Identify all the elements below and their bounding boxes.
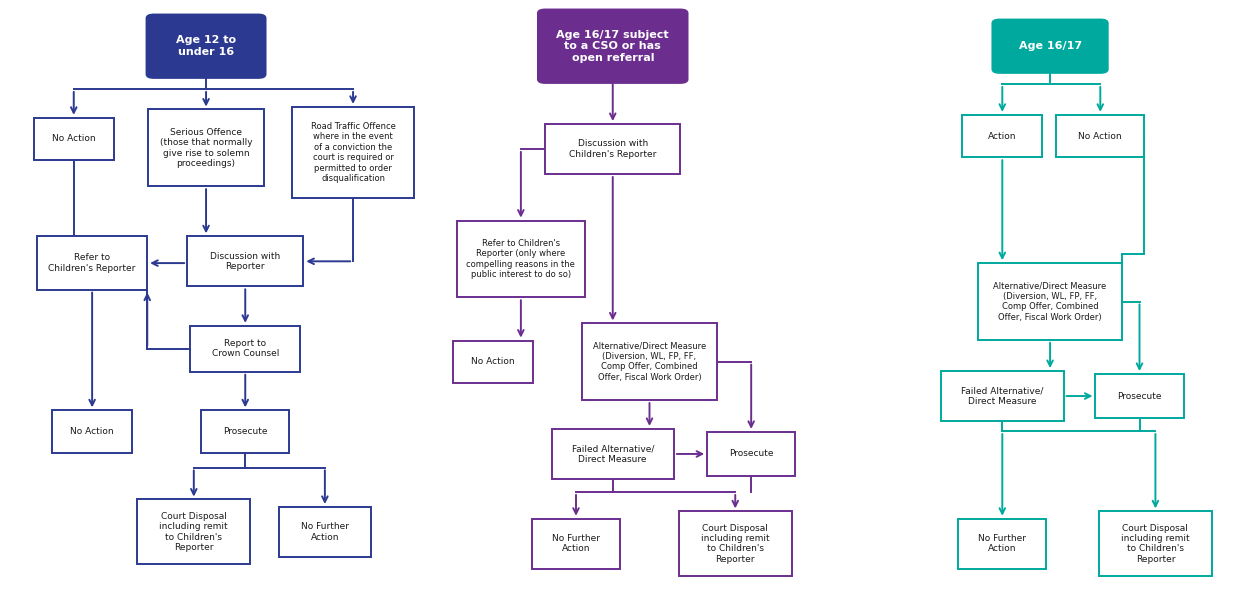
Text: No Further
Action: No Further Action (552, 534, 600, 554)
FancyBboxPatch shape (190, 326, 300, 372)
Text: Road Traffic Offence
where in the event
of a conviction the
court is required or: Road Traffic Offence where in the event … (310, 122, 395, 183)
FancyBboxPatch shape (34, 118, 114, 160)
FancyBboxPatch shape (1095, 374, 1184, 418)
Text: Age 16/17 subject
to a CSO or has
open referral: Age 16/17 subject to a CSO or has open r… (556, 30, 669, 63)
Text: Failed Alternative/
Direct Measure: Failed Alternative/ Direct Measure (571, 444, 654, 464)
Text: Report to
Crown Counsel: Report to Crown Counsel (211, 339, 279, 358)
Text: Age 16/17: Age 16/17 (1019, 41, 1081, 51)
Text: Refer to Children's
Reporter (only where
compelling reasons in the
public intere: Refer to Children's Reporter (only where… (466, 239, 575, 279)
FancyBboxPatch shape (1056, 115, 1145, 157)
FancyBboxPatch shape (679, 511, 791, 576)
FancyBboxPatch shape (707, 432, 795, 476)
FancyBboxPatch shape (38, 236, 148, 289)
FancyBboxPatch shape (138, 499, 250, 564)
Text: No Action: No Action (471, 357, 515, 366)
Text: Refer to
Children's Reporter: Refer to Children's Reporter (49, 253, 136, 273)
Text: Court Disposal
including remit
to Children's
Reporter: Court Disposal including remit to Childr… (701, 523, 770, 564)
FancyBboxPatch shape (201, 410, 289, 453)
FancyBboxPatch shape (545, 124, 680, 174)
FancyBboxPatch shape (551, 429, 674, 479)
Text: No Further
Action: No Further Action (301, 522, 349, 541)
FancyBboxPatch shape (978, 263, 1122, 340)
Text: No Action: No Action (70, 427, 114, 436)
FancyBboxPatch shape (992, 20, 1108, 73)
Text: Serious Offence
(those that normally
give rise to solemn
proceedings): Serious Offence (those that normally giv… (160, 128, 252, 168)
FancyBboxPatch shape (291, 107, 414, 198)
FancyBboxPatch shape (456, 221, 585, 297)
FancyBboxPatch shape (582, 323, 717, 400)
FancyBboxPatch shape (1099, 511, 1211, 576)
FancyBboxPatch shape (52, 410, 132, 453)
Text: Alternative/Direct Measure
(Diversion, WL, FP, FF,
Comp Offer, Combined
Offer, F: Alternative/Direct Measure (Diversion, W… (994, 282, 1106, 321)
Text: Age 12 to
under 16: Age 12 to under 16 (176, 36, 236, 57)
Text: No Further
Action: No Further Action (979, 534, 1026, 554)
Text: Discussion with
Reporter: Discussion with Reporter (210, 251, 280, 271)
FancyBboxPatch shape (532, 519, 620, 569)
Text: Action: Action (988, 131, 1016, 140)
FancyBboxPatch shape (148, 109, 264, 186)
FancyBboxPatch shape (452, 341, 532, 383)
Text: No Action: No Action (52, 134, 95, 144)
FancyBboxPatch shape (538, 10, 688, 83)
FancyBboxPatch shape (279, 507, 371, 557)
FancyBboxPatch shape (146, 14, 265, 78)
FancyBboxPatch shape (959, 519, 1046, 569)
Text: Prosecute: Prosecute (729, 449, 774, 458)
FancyBboxPatch shape (941, 371, 1064, 421)
Text: Failed Alternative/
Direct Measure: Failed Alternative/ Direct Measure (961, 387, 1044, 406)
Text: No Action: No Action (1079, 131, 1122, 140)
Text: Discussion with
Children's Reporter: Discussion with Children's Reporter (569, 139, 656, 159)
Text: Prosecute: Prosecute (1118, 391, 1161, 400)
Text: Alternative/Direct Measure
(Diversion, WL, FP, FF,
Comp Offer, Combined
Offer, F: Alternative/Direct Measure (Diversion, W… (592, 342, 706, 382)
Text: Court Disposal
including remit
to Children's
Reporter: Court Disposal including remit to Childr… (160, 512, 228, 552)
FancyBboxPatch shape (188, 236, 304, 286)
Text: Court Disposal
including remit
to Children's
Reporter: Court Disposal including remit to Childr… (1121, 523, 1190, 564)
FancyBboxPatch shape (962, 115, 1042, 157)
Text: Prosecute: Prosecute (222, 427, 268, 436)
